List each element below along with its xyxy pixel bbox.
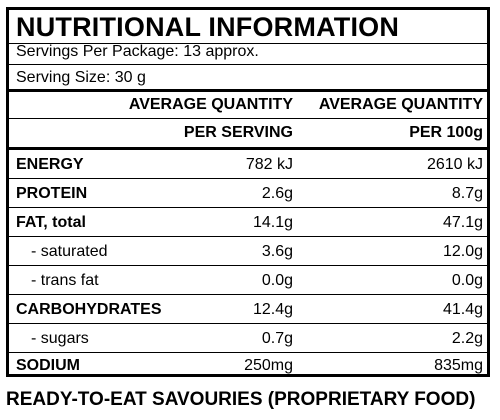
col2-header-line2: PER 100g [409,124,483,141]
nutrient-row-sugars: - sugars 0.7g 2.2g [9,324,487,353]
nutrient-label: CARBOHYDRATES [16,301,162,318]
row-divider [9,294,487,295]
row-divider [9,178,487,179]
nutrient-row-saturated: - saturated 3.6g 12.0g [9,237,487,266]
serving-size: Serving Size: 30 g [16,69,146,86]
per-100g-value: 0.0g [451,272,483,289]
per-serving-value: 250mg [244,357,293,374]
nutrient-row-energy: ENERGY 782 kJ 2610 kJ [9,150,487,179]
row-divider [9,236,487,237]
servings-divider [9,64,487,65]
serving-size-divider [9,89,487,92]
product-category-caption: READY-TO-EAT SAVOURIES (PROPRIETARY FOOD… [6,389,476,410]
per-serving-value: 0.0g [261,272,293,289]
row-divider [9,323,487,324]
servings-per-package: Servings Per Package: 13 approx. [16,43,259,60]
nutrient-label: FAT, total [16,214,86,231]
per-serving-value: 782 kJ [245,156,293,173]
nutrient-label: ENERGY [16,156,84,173]
per-100g-value: 12.0g [442,243,483,260]
nutrient-row-protein: PROTEIN 2.6g 8.7g [9,179,487,208]
header-divider [9,118,487,119]
nutrient-label: - trans fat [31,272,99,289]
per-100g-value: 8.7g [451,185,483,202]
row-divider [9,265,487,266]
nutrient-label: - sugars [31,330,89,347]
row-divider [9,207,487,208]
per-100g-value: 41.4g [442,301,483,318]
per-serving-value: 2.6g [261,185,293,202]
per-100g-value: 2.2g [451,330,483,347]
nutrient-row-carbohydrates: CARBOHYDRATES 12.4g 41.4g [9,295,487,324]
row-divider [9,352,487,353]
per-serving-value: 0.7g [261,330,293,347]
per-serving-value: 12.4g [252,301,293,318]
col2-header-line1: AVERAGE QUANTITY [318,96,483,113]
per-serving-value: 3.6g [261,243,293,260]
nutrition-panel: NUTRITIONAL INFORMATION Servings Per Pac… [6,7,490,377]
panel-title: NUTRITIONAL INFORMATION [16,12,400,42]
col1-header-line2: PER SERVING [183,124,293,141]
nutrient-row-fat-total: FAT, total 14.1g 47.1g [9,208,487,237]
per-100g-value: 2610 kJ [426,156,483,173]
nutrient-label: SODIUM [16,357,80,374]
title-divider [9,43,487,44]
nutrient-row-trans-fat: - trans fat 0.0g 0.0g [9,266,487,295]
col1-header-line1: AVERAGE QUANTITY [128,96,293,113]
nutrient-label: PROTEIN [16,185,88,202]
per-100g-value: 47.1g [442,214,483,231]
per-serving-value: 14.1g [252,214,293,231]
nutrient-row-sodium: SODIUM 250mg 835mg [9,351,487,380]
per-100g-value: 835mg [434,357,483,374]
header-bottom-divider [9,147,487,150]
nutrient-label: - saturated [31,243,108,260]
